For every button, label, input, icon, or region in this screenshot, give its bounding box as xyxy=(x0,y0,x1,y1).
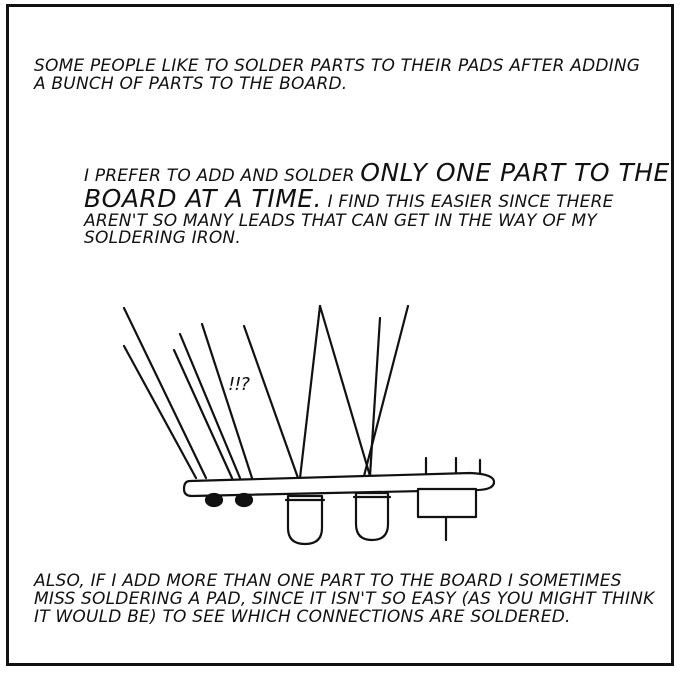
led-2 xyxy=(354,491,390,542)
lead-1 xyxy=(122,306,208,480)
lead-8 xyxy=(318,304,372,478)
led-1 xyxy=(286,494,324,546)
solder-blob-1 xyxy=(204,492,224,508)
lead-7 xyxy=(298,304,322,480)
solder-blob-2 xyxy=(234,492,254,508)
lead-10 xyxy=(368,316,382,478)
preference-caption-start: I PREFER TO ADD AND SOLDER xyxy=(84,166,361,186)
connector-body xyxy=(416,487,478,519)
comic-panel xyxy=(6,4,674,666)
lead-2 xyxy=(122,344,198,480)
lead-3 xyxy=(178,332,242,480)
lead-4 xyxy=(172,348,234,480)
preference-caption-emphasis: ONLY ONE PART TO THE BOARD AT A TIME. xyxy=(84,158,670,214)
closing-caption: ALSO, IF I ADD MORE THAN ONE PART TO THE… xyxy=(34,571,655,627)
preference-caption-end: I FIND THIS EASIER SINCE THERE AREN'T SO… xyxy=(84,192,614,249)
intro-caption: SOME PEOPLE LIKE TO SOLDER PARTS TO THEI… xyxy=(34,56,641,94)
exclamation-mark: !!? xyxy=(228,374,250,395)
lead-6 xyxy=(242,324,300,480)
lead-5 xyxy=(200,322,254,480)
preference-caption: I PREFER TO ADD AND SOLDER ONLY ONE PART… xyxy=(84,158,674,249)
